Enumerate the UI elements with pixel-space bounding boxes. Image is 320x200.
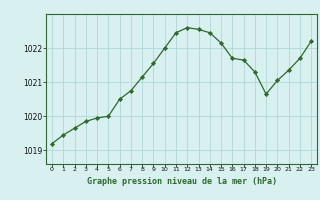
X-axis label: Graphe pression niveau de la mer (hPa): Graphe pression niveau de la mer (hPa) bbox=[87, 177, 276, 186]
